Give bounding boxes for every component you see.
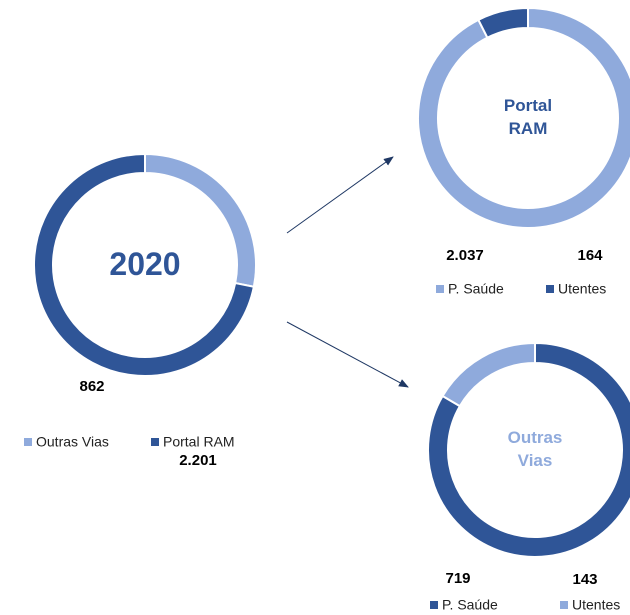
legend-label: Utentes xyxy=(558,281,606,297)
legend-swatch xyxy=(436,285,444,293)
legend-swatch xyxy=(546,285,554,293)
value-label: 2.201 xyxy=(179,452,217,469)
donut-segment xyxy=(441,341,536,408)
legend-label: Portal RAM xyxy=(163,434,235,450)
donut-segment xyxy=(427,341,630,558)
legend-swatch xyxy=(430,601,438,609)
legend-swatch xyxy=(151,438,159,446)
value-label: 164 xyxy=(577,247,603,264)
arrow xyxy=(286,156,394,234)
donut-segment xyxy=(33,152,256,377)
legend-label: P. Saúde xyxy=(442,597,498,613)
legend-swatch xyxy=(24,438,32,446)
legend-label: P. Saúde xyxy=(448,281,504,297)
legend-swatch xyxy=(560,601,568,609)
legend-label: Utentes xyxy=(572,597,620,613)
center-label: 2020 xyxy=(109,246,181,283)
center-label: Outras Vias xyxy=(507,428,563,470)
value-label: 862 xyxy=(79,378,104,395)
legend-label: Outras Vias xyxy=(36,434,109,450)
donut-segment xyxy=(477,6,529,40)
value-label: 143 xyxy=(572,571,597,588)
arrow xyxy=(286,321,409,388)
value-label: 719 xyxy=(445,570,470,587)
value-label: 2.037 xyxy=(446,247,484,264)
center-label: Portal RAM xyxy=(503,96,553,138)
donut-segment xyxy=(417,6,630,229)
